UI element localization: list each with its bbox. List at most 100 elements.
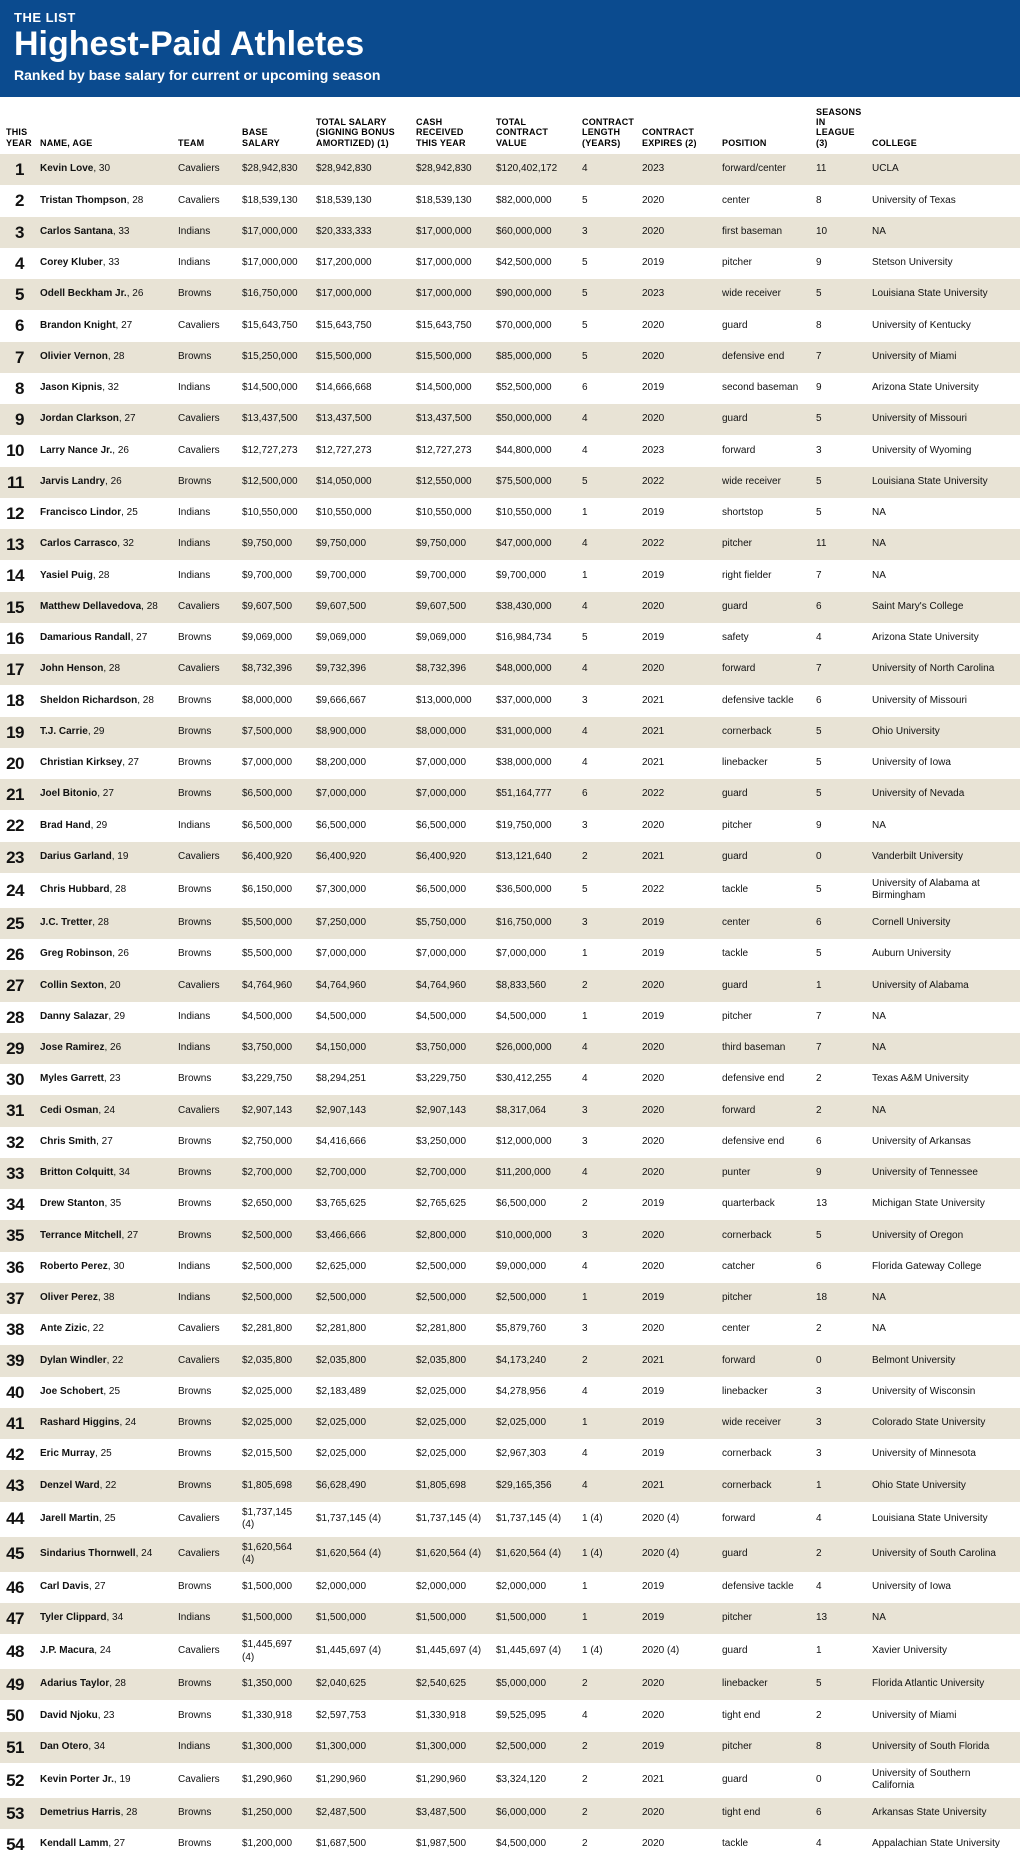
cell-pos: first baseman (716, 217, 810, 248)
cell-exp: 2020 (636, 1700, 716, 1731)
cell-total: $1,500,000 (310, 1603, 410, 1634)
cell-base: $15,250,000 (236, 342, 310, 373)
table-row: 17John Henson, 28Cavaliers$8,732,396$9,7… (0, 654, 1020, 685)
name-age: Chris Hubbard, 28 (34, 873, 172, 908)
cell-coll: Arizona State University (866, 623, 1020, 654)
cell-pos: pitcher (716, 529, 810, 560)
name-age: Sheldon Richardson, 28 (34, 685, 172, 716)
cell-pos: catcher (716, 1252, 810, 1283)
table-row: 53Demetrius Harris, 28Browns$1,250,000$2… (0, 1798, 1020, 1829)
cell-len: 3 (576, 685, 636, 716)
cell-coll: NA (866, 1283, 1020, 1314)
cell-coll: Arkansas State University (866, 1798, 1020, 1829)
table-row: 44Jarell Martin, 25Cavaliers$1,737,145 (… (0, 1502, 1020, 1537)
cell-len: 1 (4) (576, 1537, 636, 1572)
cell-exp: 2019 (636, 1002, 716, 1033)
cell-cash: $13,437,500 (410, 404, 490, 435)
table-row: 28Danny Salazar, 29Indians$4,500,000$4,5… (0, 1002, 1020, 1033)
cell-exp: 2020 (4) (636, 1502, 716, 1537)
cell-base: $2,907,143 (236, 1095, 310, 1126)
cell-len: 6 (576, 779, 636, 810)
cell-coll: University of Missouri (866, 404, 1020, 435)
cell-total: $12,727,273 (310, 435, 410, 466)
cell-pos: forward (716, 1502, 810, 1537)
cell-seas: 4 (810, 1829, 866, 1860)
cell-pos: pitcher (716, 1002, 810, 1033)
cell-pos: wide receiver (716, 467, 810, 498)
cell-coll: NA (866, 498, 1020, 529)
cell-seas: 13 (810, 1189, 866, 1220)
cell-team: Cavaliers (172, 404, 236, 435)
cell-seas: 7 (810, 1033, 866, 1064)
cell-cv: $90,000,000 (490, 279, 576, 310)
cell-len: 4 (576, 1439, 636, 1470)
cell-len: 1 (576, 1572, 636, 1603)
cell-team: Browns (172, 1798, 236, 1829)
cell-seas: 8 (810, 185, 866, 216)
cell-len: 5 (576, 467, 636, 498)
table-row: 6Brandon Knight, 27Cavaliers$15,643,750$… (0, 310, 1020, 341)
rank: 46 (0, 1572, 34, 1603)
rank: 20 (0, 748, 34, 779)
cell-pos: tight end (716, 1700, 810, 1731)
cell-team: Browns (172, 1439, 236, 1470)
cell-cv: $6,500,000 (490, 1189, 576, 1220)
cell-team: Indians (172, 217, 236, 248)
cell-cv: $51,164,777 (490, 779, 576, 810)
cell-cv: $16,750,000 (490, 908, 576, 939)
name-age: Adarius Taylor, 28 (34, 1669, 172, 1700)
col-pos: POSITION (716, 97, 810, 154)
table-row: 36Roberto Perez, 30Indians$2,500,000$2,6… (0, 1252, 1020, 1283)
cell-cash: $1,300,000 (410, 1732, 490, 1763)
cell-base: $1,500,000 (236, 1603, 310, 1634)
cell-coll: NA (866, 1033, 1020, 1064)
cell-cv: $26,000,000 (490, 1033, 576, 1064)
cell-len: 4 (576, 654, 636, 685)
cell-cash: $1,500,000 (410, 1603, 490, 1634)
cell-pos: pitcher (716, 810, 810, 841)
cell-exp: 2019 (636, 1572, 716, 1603)
cell-len: 2 (576, 1829, 636, 1860)
cell-total: $3,466,666 (310, 1220, 410, 1251)
rank: 2 (0, 185, 34, 216)
cell-len: 2 (576, 1798, 636, 1829)
cell-cash: $17,000,000 (410, 279, 490, 310)
cell-exp: 2021 (636, 685, 716, 716)
cell-pos: shortstop (716, 498, 810, 529)
cell-coll: University of Minnesota (866, 1439, 1020, 1470)
cell-base: $2,500,000 (236, 1283, 310, 1314)
cell-coll: NA (866, 810, 1020, 841)
rank: 44 (0, 1502, 34, 1537)
cell-exp: 2019 (636, 373, 716, 404)
rank: 52 (0, 1763, 34, 1798)
cell-exp: 2020 (636, 970, 716, 1001)
cell-cv: $12,000,000 (490, 1127, 576, 1158)
cell-cash: $14,500,000 (410, 373, 490, 404)
table-row: 42Eric Murray, 25Browns$2,015,500$2,025,… (0, 1439, 1020, 1470)
cell-exp: 2020 (636, 1220, 716, 1251)
cell-seas: 2 (810, 1064, 866, 1095)
table-row: 32Chris Smith, 27Browns$2,750,000$4,416,… (0, 1127, 1020, 1158)
cell-cv: $1,737,145 (4) (490, 1502, 576, 1537)
cell-exp: 2019 (636, 1603, 716, 1634)
cell-seas: 5 (810, 939, 866, 970)
cell-seas: 7 (810, 654, 866, 685)
cell-team: Cavaliers (172, 970, 236, 1001)
cell-team: Browns (172, 1829, 236, 1860)
cell-pos: linebacker (716, 748, 810, 779)
cell-team: Cavaliers (172, 435, 236, 466)
cell-team: Cavaliers (172, 1095, 236, 1126)
cell-pos: forward/center (716, 154, 810, 185)
cell-seas: 2 (810, 1537, 866, 1572)
cell-cv: $5,000,000 (490, 1669, 576, 1700)
cell-total: $18,539,130 (310, 185, 410, 216)
table-row: 26Greg Robinson, 26Browns$5,500,000$7,00… (0, 939, 1020, 970)
table-row: 29Jose Ramirez, 26Indians$3,750,000$4,15… (0, 1033, 1020, 1064)
rank: 50 (0, 1700, 34, 1731)
cell-exp: 2022 (636, 873, 716, 908)
cell-cv: $31,000,000 (490, 717, 576, 748)
cell-team: Browns (172, 342, 236, 373)
cell-len: 4 (576, 717, 636, 748)
cell-len: 4 (576, 1377, 636, 1408)
table-row: 13Carlos Carrasco, 32Indians$9,750,000$9… (0, 529, 1020, 560)
